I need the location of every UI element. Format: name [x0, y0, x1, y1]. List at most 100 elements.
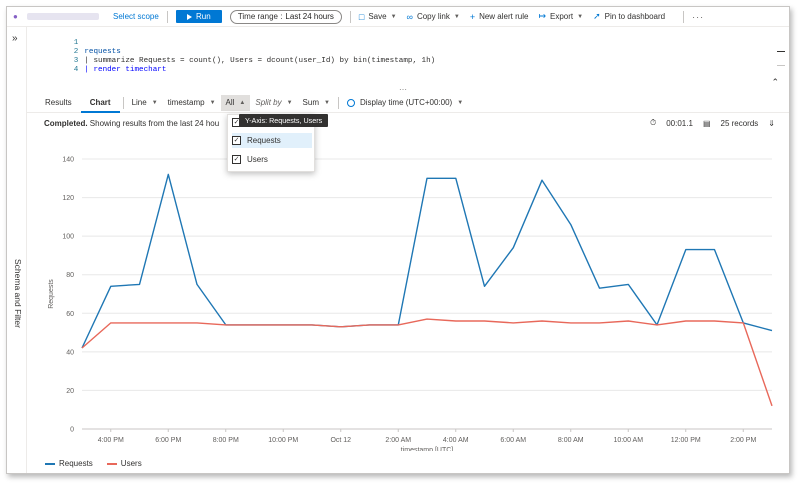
legend-item-users[interactable]: Users [106, 459, 142, 468]
editor-scroll-marker [777, 51, 785, 52]
x-tick-label: 2:00 PM [730, 437, 756, 444]
x-tick-label: 6:00 AM [500, 437, 526, 444]
y-tick-label: 140 [62, 157, 74, 164]
display-time-value: Display time (UTC+00:00) [359, 98, 453, 107]
line-number: 2 [73, 48, 79, 56]
clock-icon [346, 98, 355, 107]
chart-type-value: Line [131, 98, 147, 107]
run-button[interactable]: Run [175, 10, 222, 23]
y-tick-label: 20 [66, 388, 74, 395]
code-line: 3 | summarize Requests = count(), Users =… [27, 48, 767, 65]
pin-to-dashboard-button[interactable]: ➚ Pin to dashboard [593, 11, 665, 22]
code-text: requests [84, 48, 121, 56]
line-number: 3 [73, 57, 79, 65]
query-status-bar: Completed. Showing results from the last… [27, 115, 789, 131]
scope-name-blurred[interactable] [27, 13, 99, 20]
status-completed: Completed. [44, 118, 88, 128]
x-axis-value: timestamp [167, 98, 205, 107]
export-label: Export [549, 12, 574, 21]
chevron-down-icon: ▼ [151, 99, 158, 106]
x-tick-label: 2:00 AM [385, 437, 411, 444]
toolbar-divider [683, 10, 685, 23]
legend-item-requests[interactable]: Requests [45, 459, 93, 468]
x-tick-label: 8:00 PM [213, 437, 239, 444]
editor-resize-handle[interactable]: ⋯ [399, 85, 407, 94]
tab-results[interactable]: Results [45, 97, 72, 107]
chevron-up-icon: ▲ [239, 99, 246, 106]
x-axis-title: timestamp [UTC] [401, 447, 454, 451]
divider [122, 96, 124, 109]
y-tick-label: 100 [62, 234, 74, 241]
plus-icon: + [469, 11, 476, 22]
y-axis-tooltip: Y-Axis: Requests, Users [239, 114, 329, 127]
run-button-label: Run [195, 12, 211, 21]
time-range-prefix: Time range : [237, 12, 283, 21]
checkbox-checked-icon[interactable]: ✓ [232, 155, 241, 164]
collapse-editor-icon[interactable]: ⌃ [771, 77, 779, 87]
copy-link-button[interactable]: ∞ Copy link ▼ [407, 12, 460, 22]
status-detail: Showing results from the last 24 hou [87, 118, 220, 128]
y-tick-label: 120 [62, 195, 74, 202]
status-right: ⏱ 00:01.1 ▤ 25 records ⇓ [650, 118, 775, 128]
option-users[interactable]: ✓ Users [232, 152, 268, 167]
pin-icon: ➚ [593, 11, 601, 21]
chart-type-dropdown[interactable]: Line ▼ [127, 98, 163, 107]
chevron-down-icon: ▼ [209, 99, 216, 106]
schema-filter-panel: » Schema and Filter [7, 27, 27, 473]
expand-panel-icon[interactable]: » [12, 33, 18, 44]
results-tabbar: Results Chart Line ▼ timestamp ▼ All ▲ S… [27, 93, 789, 113]
y-tick-label: 0 [70, 427, 74, 434]
display-time-dropdown[interactable]: Display time (UTC+00:00) ▼ [342, 98, 468, 107]
y-axis-title: Requests [48, 279, 55, 309]
new-alert-rule-label: New alert rule [479, 12, 529, 21]
option-users-label: Users [247, 155, 268, 164]
location-pin-icon: ● [13, 11, 18, 21]
x-tick-label: 10:00 AM [613, 437, 643, 444]
export-button[interactable]: ↦ Export ▼ [538, 11, 583, 22]
chevron-down-icon: ▼ [457, 99, 464, 106]
new-alert-rule-button[interactable]: + New alert rule [470, 12, 529, 22]
series-line-users [81, 318, 773, 407]
code-text: | summarize Requests = count(), Users = … [84, 57, 436, 65]
option-requests[interactable]: ✓ Requests [232, 133, 312, 148]
play-icon [186, 13, 192, 20]
aggregation-dropdown[interactable]: Sum ▼ [298, 98, 335, 107]
chevron-down-icon: ▼ [577, 13, 584, 20]
time-range-value: Last 24 hours [285, 12, 334, 21]
x-tick-label: 6:00 PM [155, 437, 181, 444]
y-tick-label: 60 [66, 311, 74, 318]
x-tick-label: 10:00 PM [268, 437, 298, 444]
x-tick-label: 4:00 PM [98, 437, 124, 444]
legend-swatch-users [106, 462, 117, 465]
y-tick-label: 40 [66, 349, 74, 356]
chevron-down-icon: ▼ [324, 99, 330, 106]
toolbar-divider [349, 10, 351, 23]
line-number: 1 [73, 39, 79, 47]
x-tick-label: 12:00 PM [671, 437, 701, 444]
tab-chart[interactable]: Chart [80, 93, 120, 113]
split-by-dropdown[interactable]: Split by ▼ [250, 98, 297, 107]
record-count: 25 records [720, 118, 759, 128]
save-button[interactable]: □ Save ▼ [359, 12, 397, 22]
records-icon: ▤ [702, 118, 711, 128]
schema-filter-label[interactable]: Schema and Filter [13, 259, 23, 328]
query-editor[interactable]: 1 2 requests 3 | summarize Requests = coun… [27, 27, 789, 94]
chevron-down-icon: ▼ [453, 13, 460, 20]
link-icon: ∞ [406, 11, 413, 22]
x-tick-label: Oct 12 [330, 437, 351, 444]
log-analytics-window: ● Select scope Run Time range : Last 24 … [6, 6, 790, 474]
checkbox-checked-icon[interactable]: ✓ [232, 136, 241, 145]
code-line: 2 requests [27, 39, 767, 56]
collapse-results-icon[interactable]: ⇓ [768, 118, 775, 128]
copy-link-label: Copy link [416, 12, 450, 21]
divider [337, 96, 339, 109]
y-axis-dropdown[interactable]: All ▲ [220, 94, 251, 111]
time-range-picker[interactable]: Time range : Last 24 hours [229, 9, 342, 24]
code-line: 4 | render timechart [27, 57, 767, 74]
select-scope-link[interactable]: Select scope [113, 12, 159, 21]
x-axis-dropdown[interactable]: timestamp ▼ [163, 98, 221, 107]
query-toolbar: ● Select scope Run Time range : Last 24 … [7, 7, 789, 27]
query-duration: 00:01.1 [666, 118, 693, 128]
more-options-button[interactable]: ··· [692, 11, 705, 22]
x-tick-label: 8:00 AM [558, 437, 584, 444]
